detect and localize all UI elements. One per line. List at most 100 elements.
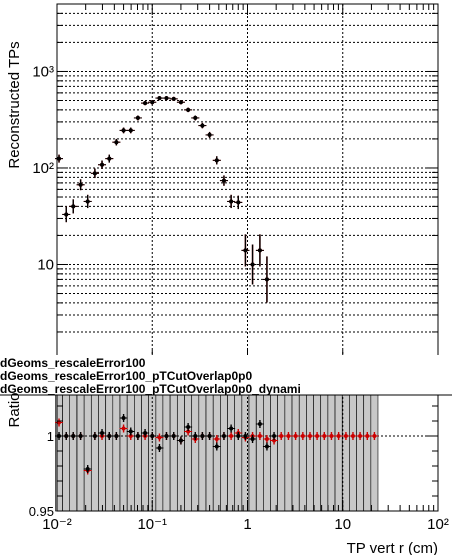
band-bin [291,390,300,512]
band-bin [327,390,336,512]
data-point [92,171,97,176]
data-point [300,434,305,438]
x-tick-label: 10 [334,516,351,533]
data-point [207,132,212,137]
data-point [243,434,248,438]
data-point [57,156,62,161]
band-bin [205,390,214,512]
band-bin [270,390,278,512]
data-point [207,434,212,438]
data-point [257,422,262,426]
band-bin [277,390,286,512]
data-point [78,434,83,438]
data-point [100,162,105,167]
x-axis-label: TP vert r (cm) [347,540,438,555]
top-y-axis-label: Reconstructed TPs [6,41,23,168]
band-bin [306,390,314,512]
data-point [128,434,133,438]
band-bin [356,390,364,512]
bottom-y-axis-label: Ratio [6,392,23,427]
data-point [257,434,262,438]
data-point [121,416,126,420]
band-bin [349,390,357,512]
data-point [236,434,241,438]
data-point [286,434,291,438]
bottom-y-tick-label: 1 [47,429,54,444]
data-point [200,434,205,438]
data-point [150,100,155,105]
data-point [221,178,226,183]
data-point [92,434,97,438]
data-point [200,123,205,128]
data-point [250,437,255,441]
band-bin [220,390,228,512]
band-bin [370,390,379,512]
data-point [358,434,363,438]
legend-entry-1: dGeoms_rescaleError100 [0,356,146,370]
legend-entry-2: dGeoms_rescaleError100_pTCutOverlap0p0 [0,369,252,383]
band-bin [62,390,71,512]
band-bin [198,390,207,512]
data-point [85,199,90,204]
data-point [221,434,226,438]
data-point [365,434,370,438]
data-point [214,437,219,441]
band-bin [98,390,106,512]
band-bin [334,390,343,512]
ratio-uncertainty-band [55,390,379,512]
band-bin [112,390,121,512]
data-point [128,429,133,434]
data-point [135,115,140,120]
x-tick-label: 10² [427,516,449,533]
data-point [193,115,198,120]
data-point [143,431,148,435]
data-point [193,434,198,438]
data-point [315,434,320,438]
band-bin [169,390,178,512]
data-point [85,467,90,471]
data-point [279,434,284,438]
top-y-tick-label: 10 [37,256,54,273]
band-bin [263,390,271,512]
data-point [64,212,69,217]
top-series [55,96,271,303]
data-point [150,434,155,438]
band-bin [91,390,99,512]
data-point [186,107,191,112]
band-bin [141,390,149,512]
band-bin [313,390,321,512]
band-bin [177,390,185,512]
data-point [264,444,269,449]
band-bin [256,390,264,512]
band-bin [105,390,114,512]
data-point [257,248,262,253]
band-bin [212,390,221,512]
band-bin [298,390,307,512]
top-grid [57,4,438,361]
data-point [236,200,241,205]
band-bin [248,390,257,512]
band-bin [126,390,135,512]
band-bin [119,390,128,512]
data-point [178,100,183,105]
data-point [250,262,255,267]
band-bin [363,390,372,512]
data-point [78,182,83,187]
data-point [336,434,341,438]
band-bin [320,390,329,512]
data-point [135,434,140,438]
data-point [322,434,327,438]
x-tick-label: 1 [243,516,251,533]
data-point [114,434,119,438]
data-point [186,425,191,429]
data-point [186,429,191,434]
data-point [272,438,277,443]
data-point [372,434,377,438]
data-point [100,431,105,435]
data-point [229,199,234,204]
x-tick-label: 10⁻¹ [137,516,167,533]
data-point [293,434,298,438]
data-point [121,128,126,133]
x-tick-label: 10⁻² [42,516,72,533]
